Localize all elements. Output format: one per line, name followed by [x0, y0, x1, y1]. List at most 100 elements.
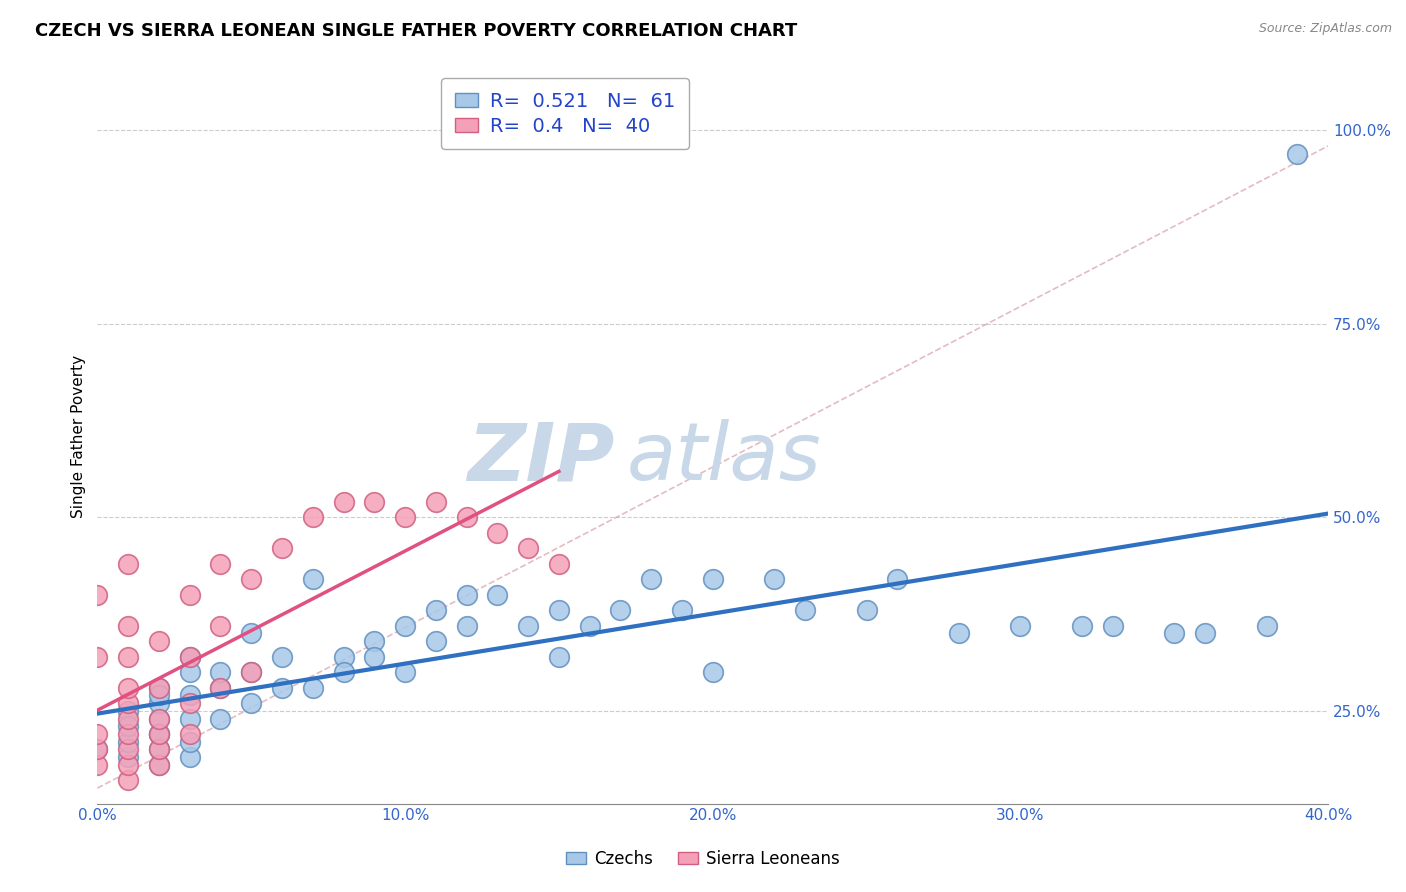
Point — [179, 727, 201, 741]
Point — [425, 634, 447, 648]
Point — [1256, 618, 1278, 632]
Point — [794, 603, 817, 617]
Point — [179, 696, 201, 710]
Point — [117, 681, 139, 695]
Point — [548, 603, 571, 617]
Point — [179, 735, 201, 749]
Point — [363, 649, 385, 664]
Point — [578, 618, 600, 632]
Point — [394, 618, 416, 632]
Point — [117, 696, 139, 710]
Point — [301, 681, 323, 695]
Point — [240, 696, 263, 710]
Point — [117, 649, 139, 664]
Point — [117, 719, 139, 733]
Point — [517, 541, 540, 556]
Point — [1163, 626, 1185, 640]
Point — [117, 742, 139, 756]
Point — [117, 750, 139, 764]
Point — [1010, 618, 1032, 632]
Point — [148, 688, 170, 702]
Point — [86, 742, 108, 756]
Point — [240, 665, 263, 679]
Point — [117, 557, 139, 571]
Point — [301, 510, 323, 524]
Point — [209, 681, 232, 695]
Point — [117, 773, 139, 788]
Point — [117, 618, 139, 632]
Point — [148, 681, 170, 695]
Point — [209, 618, 232, 632]
Point — [86, 742, 108, 756]
Point — [148, 742, 170, 756]
Point — [456, 588, 478, 602]
Point — [148, 758, 170, 772]
Point — [148, 681, 170, 695]
Point — [1071, 618, 1094, 632]
Point — [1194, 626, 1216, 640]
Point — [148, 758, 170, 772]
Point — [179, 711, 201, 725]
Point — [332, 495, 354, 509]
Point — [1286, 146, 1309, 161]
Point — [332, 649, 354, 664]
Point — [886, 572, 908, 586]
Point — [456, 510, 478, 524]
Point — [240, 572, 263, 586]
Point — [209, 557, 232, 571]
Point — [117, 727, 139, 741]
Point — [148, 711, 170, 725]
Point — [425, 603, 447, 617]
Point — [179, 649, 201, 664]
Point — [240, 626, 263, 640]
Point — [517, 618, 540, 632]
Point — [948, 626, 970, 640]
Point — [86, 588, 108, 602]
Point — [763, 572, 786, 586]
Point — [271, 541, 294, 556]
Point — [240, 665, 263, 679]
Point — [86, 649, 108, 664]
Point — [209, 681, 232, 695]
Point — [363, 634, 385, 648]
Point — [179, 649, 201, 664]
Point — [271, 681, 294, 695]
Point — [148, 711, 170, 725]
Point — [148, 727, 170, 741]
Point — [179, 750, 201, 764]
Point — [148, 742, 170, 756]
Point — [456, 618, 478, 632]
Point — [394, 665, 416, 679]
Point — [702, 572, 724, 586]
Legend: Czechs, Sierra Leoneans: Czechs, Sierra Leoneans — [560, 844, 846, 875]
Point — [271, 649, 294, 664]
Point — [86, 727, 108, 741]
Text: atlas: atlas — [627, 419, 821, 497]
Point — [117, 758, 139, 772]
Point — [609, 603, 631, 617]
Point — [855, 603, 877, 617]
Point — [148, 727, 170, 741]
Point — [702, 665, 724, 679]
Legend: R=  0.521   N=  61, R=  0.4   N=  40: R= 0.521 N= 61, R= 0.4 N= 40 — [441, 78, 689, 149]
Point — [117, 704, 139, 718]
Point — [1101, 618, 1123, 632]
Point — [117, 735, 139, 749]
Point — [394, 510, 416, 524]
Point — [548, 557, 571, 571]
Point — [179, 588, 201, 602]
Point — [671, 603, 693, 617]
Point — [148, 634, 170, 648]
Point — [425, 495, 447, 509]
Point — [179, 688, 201, 702]
Point — [148, 696, 170, 710]
Text: Source: ZipAtlas.com: Source: ZipAtlas.com — [1258, 22, 1392, 36]
Point — [548, 649, 571, 664]
Point — [86, 758, 108, 772]
Point — [640, 572, 662, 586]
Point — [363, 495, 385, 509]
Point — [209, 665, 232, 679]
Point — [486, 588, 509, 602]
Point — [332, 665, 354, 679]
Text: CZECH VS SIERRA LEONEAN SINGLE FATHER POVERTY CORRELATION CHART: CZECH VS SIERRA LEONEAN SINGLE FATHER PO… — [35, 22, 797, 40]
